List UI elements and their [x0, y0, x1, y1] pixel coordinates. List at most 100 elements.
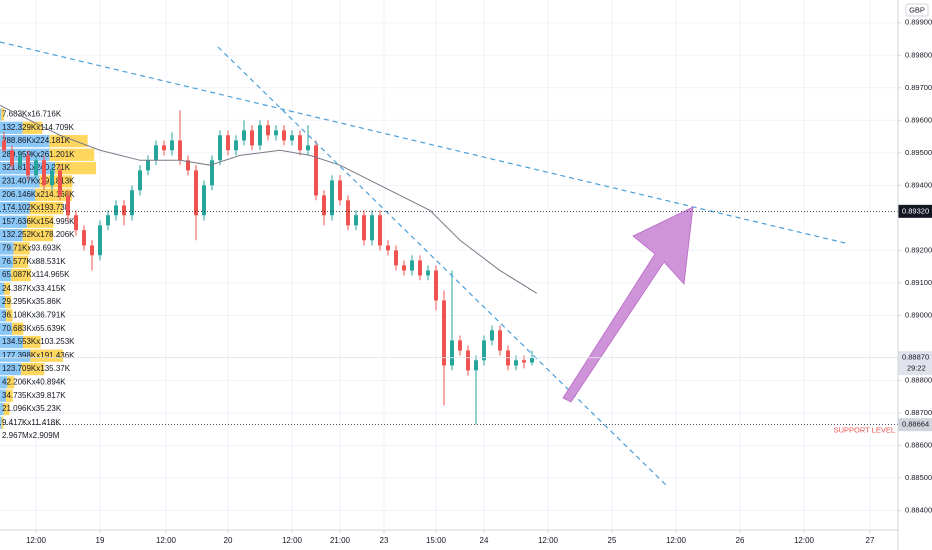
volume-label: 177.398Kx191.436K — [2, 351, 75, 360]
candle-body — [394, 250, 398, 266]
candle-body — [522, 360, 526, 363]
candle-body — [106, 215, 110, 226]
x-tick-label: 12:00 — [156, 536, 177, 545]
sell-volume-bar — [35, 188, 72, 201]
x-tick-label: 15:00 — [426, 536, 447, 545]
candle-body — [434, 270, 438, 301]
sell-volume-bar — [1, 416, 4, 429]
candle-body — [402, 265, 406, 271]
y-tick-label: 0.89900 — [905, 18, 932, 27]
candle-body — [98, 225, 102, 256]
buy-volume-bar — [0, 389, 6, 402]
sell-volume-bar — [30, 349, 64, 362]
candle-body — [322, 195, 326, 216]
price-line-badge — [898, 204, 932, 218]
grid — [0, 0, 898, 530]
candle-body — [378, 215, 382, 246]
price-lines: 0.89320 0.88664 SUPPORT LEVEL 0.88870 29:22 — [0, 204, 932, 435]
volume-label: 34.735Kx39.817K — [2, 391, 66, 400]
candle-body — [34, 160, 38, 176]
candle-body — [282, 130, 286, 141]
currency: GBP — [909, 5, 925, 14]
buy-volume-bar — [0, 362, 22, 376]
candle-body — [122, 205, 126, 216]
volume-label: 79.71Kx93.693K — [2, 244, 62, 253]
volume-label: 132.252Kx178.206K — [2, 230, 75, 239]
candle-body — [26, 155, 30, 176]
candle-body — [258, 125, 262, 146]
buy-volume-bar — [0, 349, 31, 362]
candle-body — [42, 160, 46, 186]
sell-volume-bar — [3, 402, 10, 416]
sell-volume-bar — [4, 282, 10, 295]
x-tick-label: 12:00 — [794, 536, 815, 545]
volume-label: 76.577Kx88.531K — [2, 257, 66, 266]
candle-body — [114, 205, 118, 216]
y-tick-label: 0.89700 — [905, 83, 932, 92]
volume-label: 36.108Kx36.791K — [2, 311, 66, 320]
candle-body — [194, 170, 198, 216]
buy-volume-bar — [0, 402, 4, 416]
currency-badge — [905, 3, 929, 17]
candle-body — [386, 245, 390, 251]
candle-body — [210, 160, 214, 186]
countdown: 29:22 — [907, 364, 926, 373]
volume-label: 157.636Kx154.995K — [2, 217, 75, 226]
x-tick-label: 21:00 — [330, 536, 351, 545]
y-tick-label: 0.89000 — [905, 310, 932, 319]
trend-line — [0, 41, 846, 244]
buy-volume-bar — [0, 108, 2, 121]
x-tick-label: 12:00 — [26, 536, 47, 545]
candle-body — [426, 270, 430, 276]
candle-body — [354, 215, 358, 226]
y-tick-label: 0.89100 — [905, 278, 932, 287]
sell-volume-bar — [22, 335, 41, 349]
candle-body — [50, 170, 54, 186]
volume-label: 21.096Kx35.23K — [2, 404, 62, 413]
candle-body — [306, 145, 310, 151]
volume-label: 65.087Kx114.965K — [2, 270, 70, 279]
buy-volume-bar — [0, 201, 30, 215]
x-tick-label: 20 — [224, 536, 233, 545]
candle-body — [458, 340, 462, 351]
candle-body — [498, 330, 502, 351]
buy-volume-bar — [0, 282, 5, 295]
x-tick-label: 24 — [480, 536, 489, 545]
sell-volume-bar — [1, 108, 5, 121]
candle-body — [58, 170, 62, 196]
y-tick-label: 0.89500 — [905, 148, 932, 157]
candle-body — [162, 145, 166, 151]
candle-body — [298, 135, 302, 151]
buy-volume-bar — [0, 335, 23, 349]
candle-body — [474, 360, 478, 371]
candle-body — [370, 215, 374, 241]
sell-volume-bar — [55, 161, 97, 175]
candle-body — [2, 140, 6, 151]
candle-body — [450, 340, 454, 366]
candle-body — [266, 125, 270, 136]
volume-label: 70.683Kx65.639K — [2, 324, 66, 333]
buy-volume-bar — [0, 228, 23, 242]
x-tick-label: 23 — [380, 536, 389, 545]
volume-label: 231.407Kx191.813K — [2, 177, 75, 186]
buy-volume-bar — [0, 134, 50, 148]
candle-body — [274, 130, 278, 136]
current-price-label: 0.88870 — [902, 353, 929, 362]
buy-volume-bar — [0, 309, 7, 322]
candle-body — [490, 330, 494, 341]
buy-volume-bar — [0, 255, 14, 268]
buy-volume-bar — [0, 188, 36, 201]
x-tick-label: 26 — [736, 536, 745, 545]
sell-volume-bar — [6, 309, 13, 322]
support-annotation: SUPPORT LEVEL — [834, 426, 895, 435]
price-line-label: 0.89320 — [902, 206, 929, 215]
candle-body — [234, 140, 238, 151]
candle-body — [314, 145, 318, 196]
candle-body — [250, 130, 254, 146]
volume-total-label: 2.967Mx2.909M — [2, 431, 60, 440]
candle-body — [82, 230, 86, 246]
y-tick-label: 0.88600 — [905, 440, 932, 449]
candle-body — [362, 215, 366, 241]
